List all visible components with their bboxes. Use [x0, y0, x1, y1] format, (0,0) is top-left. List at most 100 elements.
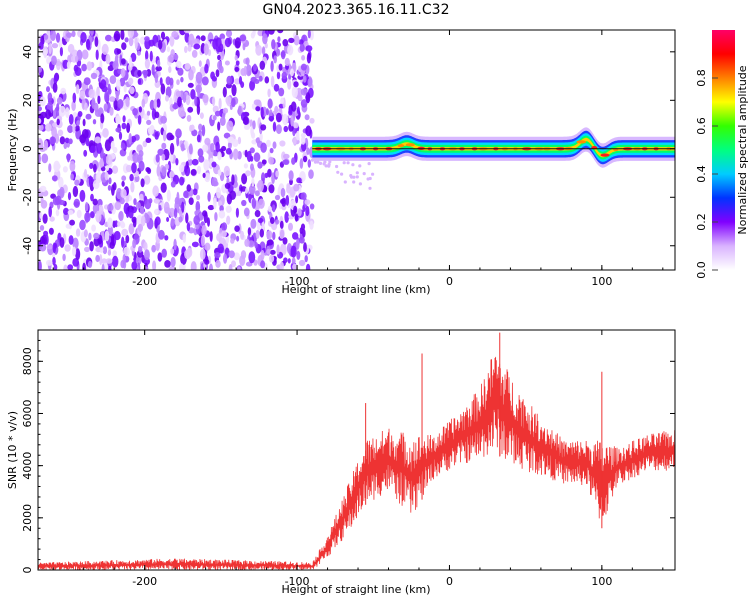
noise-speckle — [197, 86, 201, 98]
noise-speckle — [146, 110, 151, 116]
noise-speckle — [217, 54, 221, 61]
faint-dot — [342, 161, 346, 165]
noise-speckle — [173, 238, 177, 251]
noise-speckle — [169, 152, 174, 163]
noise-speckle — [38, 66, 42, 73]
noise-speckle — [266, 239, 274, 246]
noise-speckle — [91, 224, 96, 232]
noise-speckle — [290, 68, 294, 77]
noise-speckle — [66, 32, 72, 38]
y-tick-label: 0 — [21, 145, 34, 152]
noise-speckle — [178, 207, 183, 217]
noise-speckle — [276, 244, 280, 255]
noise-speckle — [276, 71, 281, 80]
noise-speckle — [152, 260, 157, 270]
noise-speckle — [137, 70, 142, 77]
noise-speckle — [253, 99, 261, 106]
noise-speckle — [267, 88, 271, 98]
noise-speckle — [73, 198, 81, 208]
noise-speckle — [281, 71, 287, 80]
noise-speckle — [216, 187, 222, 199]
noise-speckle — [211, 161, 217, 168]
noise-speckle — [283, 153, 290, 159]
noise-speckle — [116, 187, 123, 200]
x-tick-label: -100 — [285, 275, 310, 288]
noise-speckle — [51, 43, 59, 49]
noise-speckle — [241, 199, 247, 207]
noise-speckle — [67, 43, 75, 54]
noise-speckle — [58, 176, 64, 189]
noise-speckle — [254, 210, 261, 218]
noise-speckle — [125, 96, 130, 108]
noise-speckle — [218, 210, 226, 219]
noise-speckle — [226, 75, 232, 85]
noise-speckle — [52, 109, 57, 118]
noise-speckle — [41, 234, 47, 247]
noise-speckle — [266, 139, 271, 148]
noise-speckle — [282, 159, 290, 165]
noise-speckle — [223, 132, 231, 139]
noise-speckle — [229, 190, 237, 200]
noise-speckle — [302, 228, 306, 238]
noise-speckle — [245, 170, 251, 177]
noise-speckle — [110, 140, 115, 150]
noise-speckle — [288, 222, 293, 231]
noise-speckle — [159, 77, 163, 86]
noise-speckle — [102, 127, 109, 138]
noise-speckle — [55, 58, 62, 71]
noise-speckle — [246, 150, 252, 163]
noise-speckle — [221, 145, 227, 152]
noise-speckle — [144, 249, 150, 261]
noise-speckle — [288, 109, 293, 116]
noise-speckle — [306, 52, 311, 64]
noise-speckle — [198, 60, 202, 67]
noise-speckle — [295, 239, 300, 250]
noise-speckle — [272, 141, 277, 149]
noise-speckle — [175, 128, 182, 139]
noise-speckle — [170, 181, 176, 188]
noise-speckle — [236, 235, 240, 242]
noise-speckle — [90, 211, 95, 219]
noise-speckle — [51, 55, 57, 66]
faint-dot — [352, 175, 356, 179]
noise-speckle — [272, 204, 276, 211]
noise-speckle — [131, 162, 137, 174]
noise-speckle — [59, 237, 65, 248]
noise-speckle — [219, 205, 224, 212]
noise-speckle — [58, 105, 66, 117]
noise-speckle — [100, 113, 105, 124]
noise-speckle — [85, 137, 90, 147]
noise-speckle — [288, 37, 295, 44]
noise-speckle — [122, 115, 126, 123]
noise-speckle — [204, 63, 209, 74]
noise-speckle — [303, 242, 307, 253]
noise-speckle — [164, 235, 169, 241]
noise-speckle — [280, 97, 284, 105]
noise-speckle — [105, 165, 110, 171]
noise-speckle — [199, 248, 206, 260]
noise-speckle — [48, 43, 52, 55]
noise-speckle — [111, 165, 119, 174]
faint-dot — [318, 161, 323, 165]
noise-speckle — [257, 217, 264, 224]
noise-speckle — [45, 123, 52, 132]
noise-speckle — [83, 149, 88, 157]
noise-speckle — [39, 96, 46, 107]
colorbar-label: Normalized spectral amplitude — [736, 65, 749, 234]
noise-speckle — [59, 136, 66, 145]
noise-speckle — [157, 148, 165, 156]
noise-speckle — [243, 207, 250, 217]
noise-speckle — [249, 119, 253, 128]
noise-speckle — [237, 190, 242, 197]
noise-speckle — [64, 137, 70, 144]
noise-speckle — [155, 65, 162, 72]
noise-speckle — [196, 165, 202, 175]
noise-speckle — [304, 255, 308, 263]
noise-speckle — [148, 198, 153, 204]
noise-speckle — [142, 140, 148, 148]
noise-speckle — [226, 120, 234, 132]
noise-speckle — [292, 263, 298, 270]
noise-speckle — [90, 193, 94, 202]
noise-speckle — [123, 202, 130, 215]
noise-speckle — [223, 253, 228, 264]
